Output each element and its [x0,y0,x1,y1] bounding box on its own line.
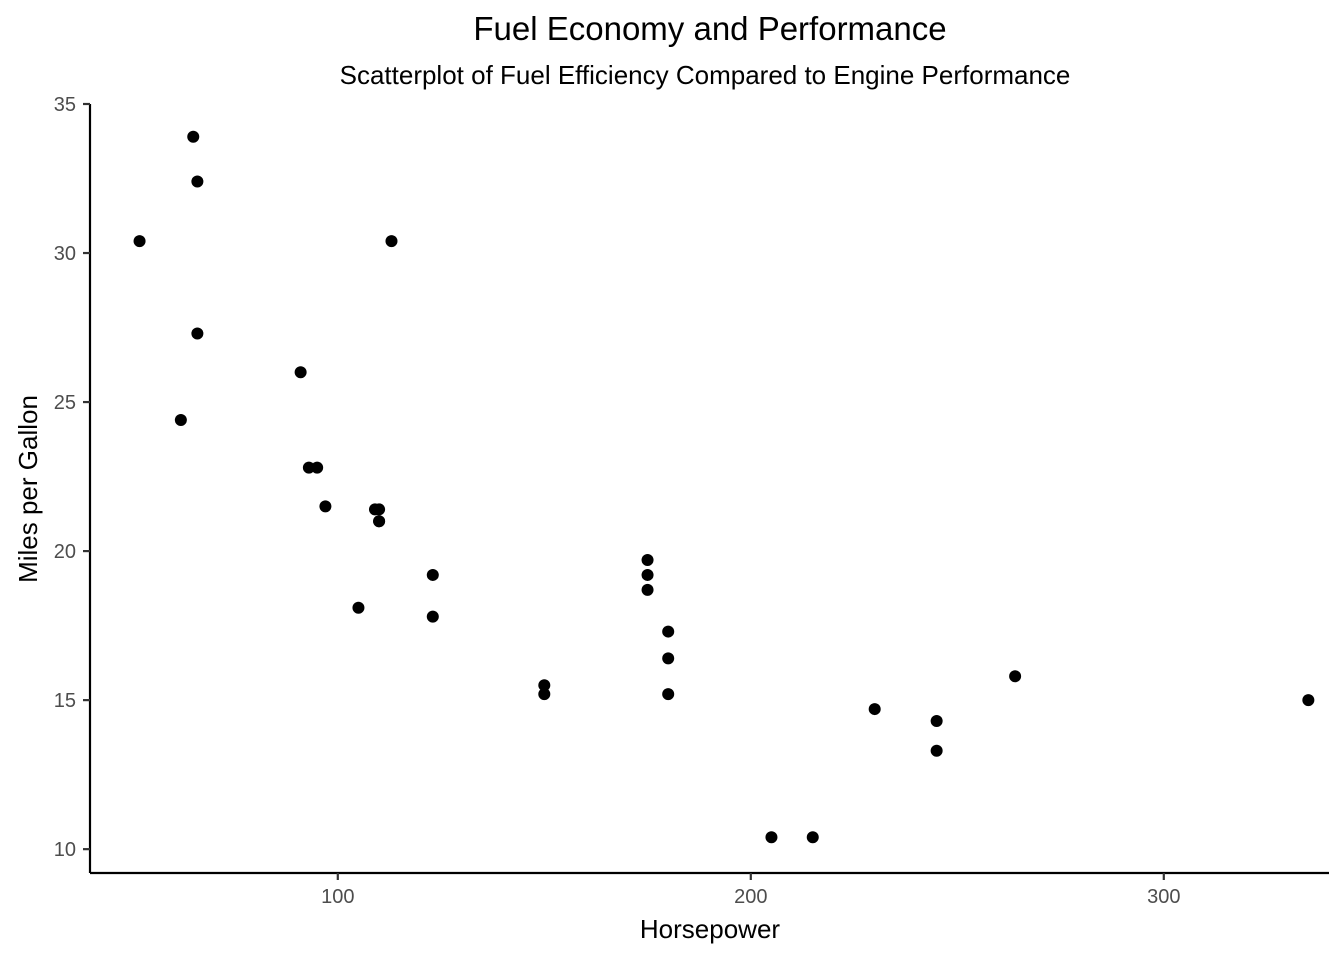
chart-subtitle: Scatterplot of Fuel Efficiency Compared … [340,60,1071,90]
data-point [385,235,398,248]
data-point [373,515,386,528]
data-point [191,175,204,188]
data-point [868,703,881,716]
chart-title: Fuel Economy and Performance [473,10,946,47]
data-point [133,235,146,248]
y-tick-label: 30 [54,243,76,265]
y-axis-ticks: 10 15 20 25 30 35 [54,94,90,861]
data-point [641,568,654,581]
data-point [662,688,675,701]
data-points [133,130,1315,844]
y-tick-label: 20 [54,541,76,563]
data-point [311,461,324,474]
data-point [641,554,654,567]
data-point [191,327,204,340]
data-point [930,714,943,727]
data-point [930,744,943,757]
data-point [1302,694,1315,707]
data-point [765,831,778,844]
data-point [426,610,439,623]
x-tick-label: 300 [1147,886,1180,908]
y-tick-label: 25 [54,392,76,414]
y-tick-label: 10 [54,839,76,861]
data-point [1009,670,1022,683]
data-point [806,831,819,844]
data-point [302,461,315,474]
data-point [294,366,307,379]
x-tick-label: 200 [734,886,767,908]
y-tick-label: 35 [54,94,76,116]
data-point [662,652,675,665]
data-point [368,503,381,516]
y-axis-title: Miles per Gallon [13,395,43,583]
x-tick-label: 100 [321,886,354,908]
x-axis-title: Horsepower [640,914,781,944]
data-point [538,688,551,701]
data-point [187,130,200,143]
data-point [352,601,365,614]
plot-area: 100 200 300 10 15 20 25 30 35 [54,94,1329,908]
data-point [319,500,332,513]
data-point [426,568,439,581]
x-axis-ticks: 100 200 300 [321,873,1180,908]
data-point [538,679,551,692]
y-tick-label: 15 [54,690,76,712]
data-point [641,583,654,596]
data-point [174,413,187,426]
data-point [662,625,675,638]
